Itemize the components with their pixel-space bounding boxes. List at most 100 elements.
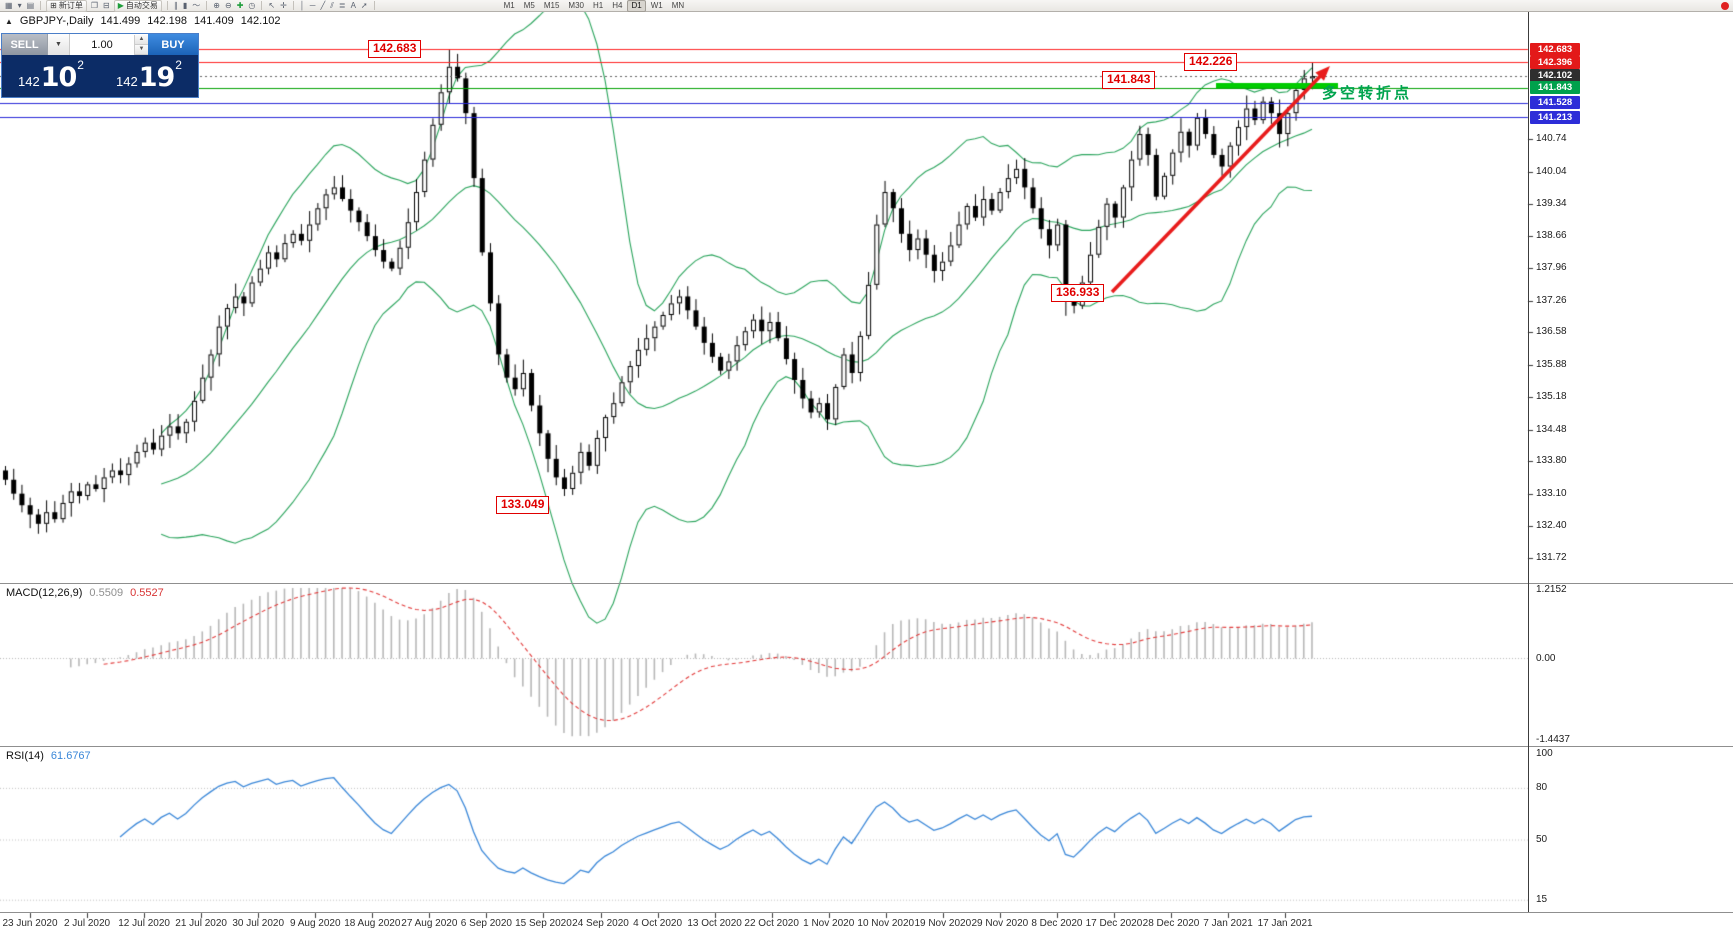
tile-windows-icon[interactable]: ⊟ bbox=[103, 0, 110, 10]
price-axis-label: 133.10 bbox=[1536, 487, 1567, 499]
volume-field[interactable]: 1.00 ▲ ▼ bbox=[70, 34, 148, 55]
collapse-arrow-icon[interactable]: ▲ bbox=[5, 16, 13, 26]
toolbar-separator bbox=[166, 1, 168, 10]
candlestick-chart-icon[interactable]: ▮ bbox=[182, 0, 188, 10]
chart-ohlc-header: ▲ GBPJPY-,Daily 141.499 142.198 141.409 … bbox=[5, 15, 281, 27]
price-axis-label: 132.40 bbox=[1536, 520, 1567, 532]
price-axis-label: 137.96 bbox=[1536, 262, 1567, 274]
bid-pips: 10 bbox=[40, 62, 78, 93]
toolbar-separator bbox=[292, 1, 294, 10]
timeframe-toolbar: M1 M5 M15 M30 H1 H4 D1 W1 MN bbox=[500, 0, 689, 12]
price-axis-label: 131.72 bbox=[1536, 551, 1567, 563]
panel-splitter-rsi[interactable] bbox=[0, 746, 1733, 747]
open-value: 141.499 bbox=[100, 15, 141, 27]
ask-price[interactable]: 142 19 2 bbox=[100, 55, 198, 97]
date-axis-label: 12 Jul 2020 bbox=[118, 918, 170, 929]
date-axis-label: 29 Nov 2020 bbox=[971, 918, 1029, 929]
date-axis-label: 8 Dec 2020 bbox=[1031, 918, 1083, 929]
period-icon[interactable]: ◷ bbox=[248, 0, 256, 10]
date-axis-label: 9 Aug 2020 bbox=[289, 918, 341, 929]
price-annotation-label[interactable]: 136.933 bbox=[1051, 284, 1105, 302]
price-axis-tag-red: 142.396 bbox=[1530, 55, 1580, 69]
volume-up-icon[interactable]: ▲ bbox=[135, 34, 148, 45]
price-axis-label: 135.88 bbox=[1536, 358, 1567, 370]
timeframe-button-m15[interactable]: M15 bbox=[543, 0, 560, 10]
bar-chart-icon[interactable]: ∥ bbox=[173, 0, 178, 10]
panel-splitter-dates bbox=[0, 912, 1733, 913]
timeframe-button-m30[interactable]: M30 bbox=[568, 0, 584, 10]
new-order-button-label: 新订单 bbox=[58, 1, 83, 10]
high-value: 142.198 bbox=[147, 15, 188, 27]
price-annotation-label[interactable]: 133.049 bbox=[496, 496, 550, 514]
macd-header: MACD(12,26,9) 0.5509 0.5527 bbox=[6, 587, 164, 599]
timeframe-button-d1[interactable]: D1 bbox=[627, 0, 646, 12]
volume-down-icon[interactable]: ▼ bbox=[135, 44, 148, 55]
timeframe-button-w1[interactable]: W1 bbox=[650, 0, 663, 10]
crosshair-icon[interactable]: ✛ bbox=[280, 0, 287, 10]
indicators-icon[interactable]: ✚ bbox=[236, 0, 244, 10]
macd-axis-label: 1.2152 bbox=[1536, 584, 1567, 595]
price-annotation-label[interactable]: 141.843 bbox=[1102, 71, 1156, 89]
chart-list-dropdown-icon[interactable]: ▾ bbox=[17, 0, 22, 10]
date-axis-label: 15 Sep 2020 bbox=[515, 918, 572, 929]
chart-windows-icon[interactable]: ❐ bbox=[90, 0, 99, 10]
bid-pipette: 2 bbox=[77, 58, 84, 72]
trendline-icon[interactable]: ╱ bbox=[320, 0, 326, 10]
auto-trading-button-icon: ▶ bbox=[117, 1, 124, 10]
buy-button[interactable]: BUY bbox=[148, 34, 198, 55]
volume-stepper[interactable]: ▲ ▼ bbox=[134, 34, 148, 55]
rsi-header: RSI(14) 61.6767 bbox=[6, 750, 91, 762]
price-axis-label: 140.74 bbox=[1536, 133, 1567, 145]
text-tool-icon[interactable]: A bbox=[350, 0, 356, 10]
auto-trading-button-label: 自动交易 bbox=[125, 1, 158, 10]
fibonacci-icon[interactable]: ≣ bbox=[338, 0, 346, 10]
price-annotation-label[interactable]: 142.226 bbox=[1184, 53, 1238, 71]
line-chart-icon[interactable]: 〜 bbox=[192, 0, 201, 10]
zoom-out-icon[interactable]: ⊖ bbox=[224, 0, 232, 10]
channel-icon[interactable]: ⫽ bbox=[330, 0, 334, 10]
timeframe-button-mn[interactable]: MN bbox=[671, 0, 685, 10]
price-axis-label: 139.34 bbox=[1536, 198, 1567, 210]
vertical-line-icon[interactable]: │ bbox=[299, 0, 305, 10]
volume-value[interactable]: 1.00 bbox=[91, 38, 113, 51]
volume-dropdown-icon[interactable]: ▼ bbox=[47, 34, 70, 55]
macd-axis-label: 0.00 bbox=[1536, 652, 1556, 664]
timeframe-button-h4[interactable]: H4 bbox=[612, 0, 623, 10]
rsi-axis-label: 100 bbox=[1536, 748, 1553, 759]
date-axis-label: 21 Jul 2020 bbox=[175, 918, 227, 929]
toolbar-separator bbox=[261, 1, 263, 10]
timeframe-button-m5[interactable]: M5 bbox=[523, 0, 535, 10]
timeframe-button-m1[interactable]: M1 bbox=[503, 0, 515, 10]
new-chart-icon[interactable]: ▦ bbox=[5, 0, 13, 10]
auto-trading-button[interactable]: ▶ 自动交易 bbox=[113, 0, 162, 12]
sell-button[interactable]: SELL bbox=[2, 34, 47, 55]
ask-pipette: 2 bbox=[175, 58, 182, 72]
arrow-tool-icon[interactable]: ➚ bbox=[360, 0, 368, 10]
horizontal-line-icon[interactable]: ─ bbox=[309, 0, 316, 10]
price-annotation-label[interactable]: 142.683 bbox=[368, 40, 422, 58]
toolbar-separator bbox=[373, 1, 375, 10]
timeframe-button-h1[interactable]: H1 bbox=[592, 0, 604, 10]
price-axis-label: 135.18 bbox=[1536, 391, 1567, 403]
record-icon[interactable] bbox=[1721, 1, 1729, 10]
profiles-icon[interactable]: ▤ bbox=[26, 0, 35, 10]
bid-price[interactable]: 142 10 2 bbox=[2, 55, 100, 97]
panel-splitter-macd[interactable] bbox=[0, 583, 1733, 584]
date-axis-label: 17 Dec 2020 bbox=[1085, 918, 1143, 929]
cursor-icon[interactable]: ↖ bbox=[268, 0, 276, 10]
new-order-button[interactable]: ⊞ 新订单 bbox=[46, 0, 87, 12]
toolbar-separator bbox=[206, 1, 208, 10]
date-axis-label: 30 Jul 2020 bbox=[232, 918, 285, 929]
date-axis-label: 17 Jan 2021 bbox=[1257, 918, 1313, 929]
rsi-axis-label: 50 bbox=[1536, 834, 1548, 845]
date-axis-label: 19 Nov 2020 bbox=[914, 918, 972, 929]
price-axis-line bbox=[1528, 12, 1529, 912]
toolbar: ▦ ▾ ▤ ⊞ 新订单 ❐ ⊟ ▶ 自动交易 ∥ ▮ 〜 ⊕ ⊖ ✚ ◷ ↖ ✛ │ ─ ╱ ⫽ ≣ A ➚ M1 M5 M15 M30… bbox=[0, 0, 1733, 12]
macd-signal-value: 0.5527 bbox=[130, 587, 164, 599]
macd-label: MACD(12,26,9) bbox=[6, 587, 83, 599]
date-axis-label: 4 Oct 2020 bbox=[633, 918, 683, 929]
zoom-in-icon[interactable]: ⊕ bbox=[213, 0, 220, 10]
pivot-point-text[interactable]: 多空转折点 bbox=[1322, 85, 1413, 102]
